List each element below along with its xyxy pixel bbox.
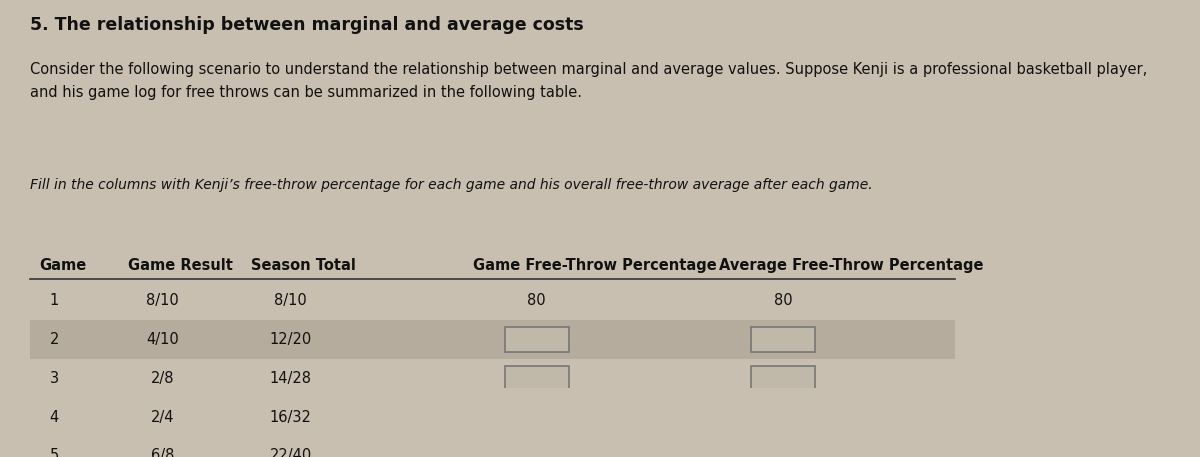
FancyBboxPatch shape: [30, 281, 955, 320]
FancyBboxPatch shape: [751, 327, 815, 352]
Text: 8/10: 8/10: [146, 293, 179, 308]
FancyBboxPatch shape: [505, 443, 569, 457]
FancyBboxPatch shape: [505, 366, 569, 391]
Text: 6/8: 6/8: [151, 448, 174, 457]
Text: 5. The relationship between marginal and average costs: 5. The relationship between marginal and…: [30, 16, 583, 33]
Text: Consider the following scenario to understand the relationship between marginal : Consider the following scenario to under…: [30, 62, 1147, 101]
Text: 8/10: 8/10: [274, 293, 307, 308]
Text: 1: 1: [49, 293, 59, 308]
Text: Fill in the columns with Kenji’s free-throw percentage for each game and his ove: Fill in the columns with Kenji’s free-th…: [30, 178, 872, 192]
Text: 16/32: 16/32: [270, 409, 312, 425]
Text: 80: 80: [774, 293, 792, 308]
Text: Game: Game: [40, 258, 86, 273]
Text: 5: 5: [49, 448, 59, 457]
FancyBboxPatch shape: [30, 398, 955, 436]
Text: 22/40: 22/40: [270, 448, 312, 457]
FancyBboxPatch shape: [751, 443, 815, 457]
FancyBboxPatch shape: [30, 436, 955, 457]
Text: Average Free-Throw Percentage: Average Free-Throw Percentage: [719, 258, 984, 273]
Text: 2/4: 2/4: [151, 409, 174, 425]
FancyBboxPatch shape: [30, 359, 955, 398]
FancyBboxPatch shape: [751, 366, 815, 391]
Text: 3: 3: [49, 371, 59, 386]
FancyBboxPatch shape: [30, 320, 955, 359]
FancyBboxPatch shape: [505, 404, 569, 430]
Text: 14/28: 14/28: [270, 371, 312, 386]
FancyBboxPatch shape: [751, 404, 815, 430]
Text: 80: 80: [528, 293, 546, 308]
Text: Game Result: Game Result: [128, 258, 233, 273]
Text: 4: 4: [49, 409, 59, 425]
Text: 12/20: 12/20: [270, 332, 312, 347]
Text: 2: 2: [49, 332, 59, 347]
Text: Season Total: Season Total: [251, 258, 356, 273]
Text: 4/10: 4/10: [146, 332, 179, 347]
Text: 2/8: 2/8: [151, 371, 174, 386]
Text: Game Free-Throw Percentage: Game Free-Throw Percentage: [473, 258, 716, 273]
FancyBboxPatch shape: [505, 327, 569, 352]
